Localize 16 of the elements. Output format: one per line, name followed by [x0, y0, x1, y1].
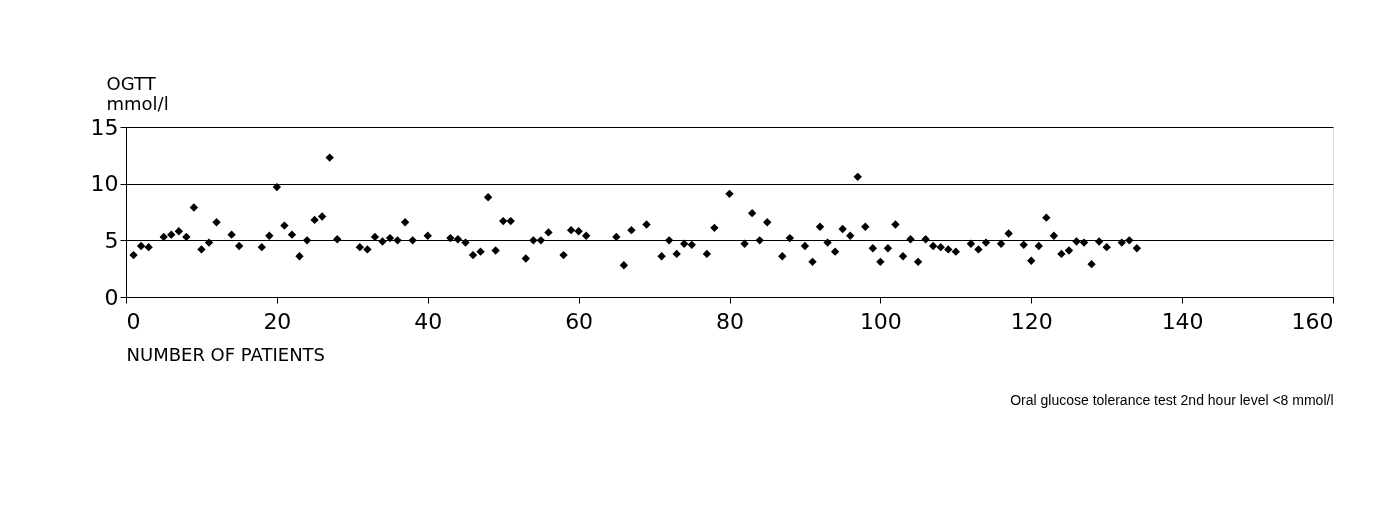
y-tick-label: 15: [90, 114, 119, 140]
x-tick-label: 40: [414, 308, 443, 334]
text: Oral glucose tolerance test 2nd hour level <8 mmol/l: [1010, 392, 1334, 408]
x-tick-label: 20: [263, 308, 292, 334]
y-tick-label: 0: [104, 284, 119, 310]
x-tick-label: 160: [1291, 308, 1334, 334]
x-axis-title: NUMBER OF PATIENTS: [126, 343, 326, 365]
y-axis-title: OGTT mmol/l: [106, 72, 169, 114]
x-tick-label: 60: [565, 308, 594, 334]
x-tick-label: 100: [859, 308, 902, 334]
x-tick-label: 0: [126, 308, 141, 334]
x-tick-label: 80: [716, 308, 744, 334]
x-tick-label: 120: [1010, 308, 1053, 334]
y-tick-label: 5: [104, 227, 119, 253]
x-tick-label: 140: [1161, 308, 1204, 334]
y-tick-label: 10: [90, 171, 119, 197]
